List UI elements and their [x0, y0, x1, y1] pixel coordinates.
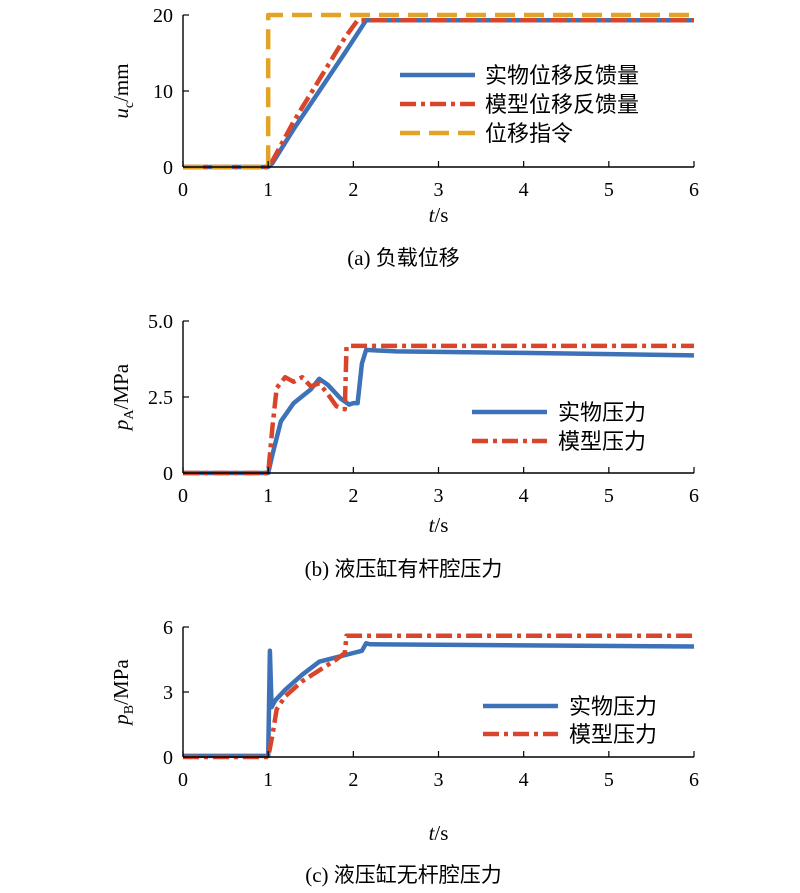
legend-label: 模型压力 [558, 430, 646, 455]
x-tick-label: 4 [519, 769, 529, 791]
x-tick-label: 2 [348, 769, 358, 791]
y-tick-label: 20 [153, 5, 173, 27]
x-tick-label: 5 [604, 769, 614, 791]
x-tick-label: 5 [604, 485, 614, 507]
series-line [183, 18, 694, 170]
series-line [183, 347, 695, 476]
y-tick-label: 6 [163, 617, 173, 639]
y-axis-label: pB/MPa [109, 659, 137, 727]
x-tick-label: 6 [689, 485, 699, 507]
x-tick-label: 1 [263, 485, 273, 507]
figure-caption: (a) 负载位移 [347, 246, 460, 270]
y-tick-label: 2.5 [148, 387, 173, 409]
legend-label: 模型压力 [569, 723, 657, 748]
figure-caption: (b) 液压缸有杆腔压力 [305, 557, 503, 581]
x-axis-label: t/s [429, 513, 449, 537]
legend-label: 实物压力 [569, 695, 657, 720]
x-tick-label: 1 [263, 179, 273, 201]
x-tick-label: 0 [178, 179, 188, 201]
y-tick-label: 10 [153, 81, 173, 103]
series-line [183, 343, 694, 476]
y-tick-label: 0 [163, 747, 173, 769]
x-tick-label: 0 [178, 485, 188, 507]
y-tick-label: 0 [163, 463, 173, 485]
x-tick-label: 3 [434, 485, 444, 507]
x-tick-label: 4 [519, 179, 529, 201]
y-axis-label: pA/MPa [109, 363, 137, 432]
legend-label: 模型位移反馈量 [485, 93, 639, 118]
figure-caption: (c) 液压缸无杆腔压力 [305, 863, 502, 887]
x-tick-label: 6 [689, 769, 699, 791]
y-tick-label: 3 [163, 682, 173, 704]
series-line [183, 12, 694, 170]
legend-label: 实物位移反馈量 [485, 64, 639, 89]
x-tick-label: 2 [348, 179, 358, 201]
y-tick-label: 5.0 [148, 311, 173, 333]
x-tick-label: 3 [434, 769, 444, 791]
x-axis-label: t/s [429, 821, 449, 845]
x-tick-label: 3 [434, 179, 444, 201]
y-tick-label: 0 [163, 157, 173, 179]
x-tick-label: 6 [689, 179, 699, 201]
x-tick-label: 2 [348, 485, 358, 507]
series-line [183, 641, 695, 759]
x-axis-label: t/s [429, 203, 449, 227]
x-tick-label: 1 [263, 769, 273, 791]
legend-label: 实物压力 [558, 401, 646, 426]
x-tick-label: 4 [519, 485, 529, 507]
x-tick-label: 0 [178, 769, 188, 791]
legend-label: 位移指令 [485, 122, 573, 147]
y-axis-label: uc/mm [109, 63, 137, 118]
series-line [183, 633, 694, 760]
x-tick-label: 5 [604, 179, 614, 201]
